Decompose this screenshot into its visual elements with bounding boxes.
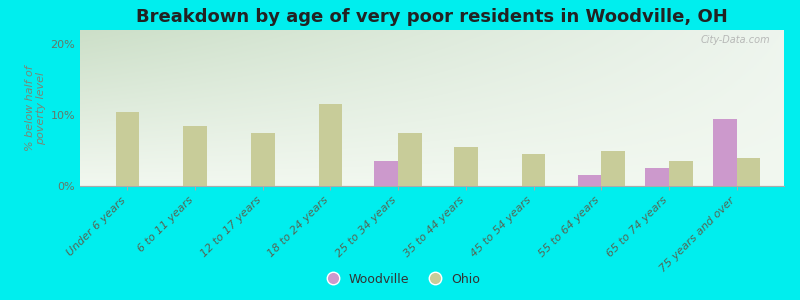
Text: City-Data.com: City-Data.com xyxy=(700,35,770,45)
Bar xyxy=(737,158,760,186)
Bar xyxy=(522,154,546,186)
Bar xyxy=(669,161,693,186)
Bar xyxy=(646,168,669,186)
Bar xyxy=(398,133,422,186)
Bar xyxy=(318,104,342,186)
Bar xyxy=(115,112,139,186)
Bar xyxy=(602,151,625,186)
Bar xyxy=(251,133,274,186)
Y-axis label: % below half of
poverty level: % below half of poverty level xyxy=(25,65,46,151)
Bar xyxy=(183,126,207,186)
Bar xyxy=(374,161,398,186)
Title: Breakdown by age of very poor residents in Woodville, OH: Breakdown by age of very poor residents … xyxy=(136,8,728,26)
Bar xyxy=(713,118,737,186)
Legend: Woodville, Ohio: Woodville, Ohio xyxy=(315,268,485,291)
Bar xyxy=(578,176,602,186)
Bar xyxy=(454,147,478,186)
